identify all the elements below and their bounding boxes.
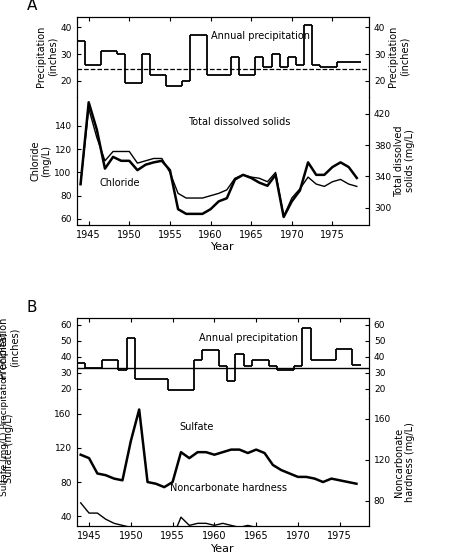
Text: Sulfate (mg/L): Sulfate (mg/L) (4, 413, 14, 483)
Text: Precipitation
(inches): Precipitation (inches) (0, 316, 20, 378)
Text: Annual precipitation: Annual precipitation (199, 333, 298, 343)
Y-axis label: Noncarbonate
hardness (mg/L): Noncarbonate hardness (mg/L) (394, 422, 415, 502)
Text: A: A (27, 0, 37, 13)
Text: B: B (27, 300, 37, 315)
Text: Chloride: Chloride (100, 179, 140, 188)
Text: Noncarbonate hardness: Noncarbonate hardness (170, 483, 287, 493)
Text: Sulfate (mg/L) Precipitation (inches): Sulfate (mg/L) Precipitation (inches) (0, 333, 9, 496)
Y-axis label: Precipitation
(inches): Precipitation (inches) (388, 26, 410, 87)
Y-axis label: Chloride
(mg/L): Chloride (mg/L) (30, 141, 52, 181)
X-axis label: Year: Year (211, 242, 234, 253)
X-axis label: Year: Year (211, 544, 234, 554)
Text: Total dissolved solids: Total dissolved solids (188, 117, 290, 127)
Text: Annual precipitation: Annual precipitation (211, 31, 310, 41)
Y-axis label: Total dissolved
solids (mg/L): Total dissolved solids (mg/L) (394, 125, 415, 197)
Text: Sulfate: Sulfate (179, 422, 213, 432)
Y-axis label: Precipitation
(inches): Precipitation (inches) (36, 26, 57, 87)
